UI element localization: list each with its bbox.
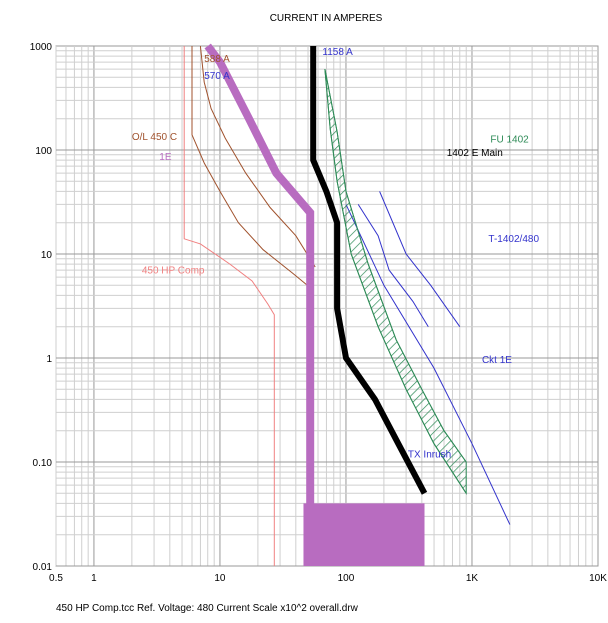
series-1402-e-main bbox=[310, 46, 428, 495]
annotation-label: 570 A bbox=[204, 71, 230, 82]
x-tick-label: 0.5 bbox=[49, 573, 63, 584]
y-tick-label: 1 bbox=[46, 354, 52, 365]
annotation-label: FU 1402 bbox=[490, 135, 529, 146]
series-o-l-450-c-upper bbox=[199, 45, 316, 268]
annotation-label: Ckt 1E bbox=[482, 355, 512, 366]
x-tick-label: 1K bbox=[466, 573, 479, 584]
series-t-1402-480-inner bbox=[357, 204, 429, 327]
annotation-label: 1E bbox=[159, 152, 172, 163]
plot-frame bbox=[55, 45, 599, 567]
grid bbox=[55, 45, 599, 567]
tick-layer: 0.5 1 10 100 1K 10K 1000 100 10 1 0.10 0.01 bbox=[30, 42, 607, 584]
chart-title: CURRENT IN AMPERES bbox=[270, 13, 383, 24]
series-450-hp-comp bbox=[183, 46, 275, 566]
series-1e bbox=[204, 43, 315, 566]
y-tick-label: 0.10 bbox=[33, 458, 53, 469]
series-layer bbox=[183, 43, 511, 566]
annotation-label: 1402 E Main bbox=[447, 148, 503, 159]
series-o-l-450-c bbox=[191, 46, 314, 291]
annotation-label: 1158 A bbox=[322, 47, 353, 58]
y-tick-label: 1000 bbox=[30, 42, 53, 53]
x-tick-label: 10 bbox=[214, 573, 226, 584]
x-tick-label: 10K bbox=[589, 573, 607, 584]
annotation-label: TX Inrush bbox=[408, 450, 451, 461]
series-ckt-1e bbox=[345, 204, 511, 525]
y-tick-label: 0.01 bbox=[33, 562, 53, 573]
fu-1402-band bbox=[324, 69, 467, 495]
y-tick-label: 10 bbox=[41, 250, 53, 261]
annotation-label: 588 A bbox=[204, 54, 230, 65]
annotation-label: T-1402/480 bbox=[488, 234, 539, 245]
chart-footer: 450 HP Comp.tcc Ref. Voltage: 480 Curren… bbox=[56, 603, 359, 614]
annotation-layer: 1158 A 588 A 570 A O/L 450 C 1E 450 HP Comp FU… bbox=[132, 47, 540, 461]
x-tick-label: 1 bbox=[91, 573, 97, 584]
series-1e-trip bbox=[303, 503, 425, 566]
annotation-label: O/L 450 C bbox=[132, 132, 177, 143]
series-t-1402-480 bbox=[379, 191, 461, 327]
y-tick-label: 100 bbox=[35, 146, 52, 157]
x-tick-label: 100 bbox=[338, 573, 355, 584]
annotation-label: 450 HP Comp bbox=[142, 265, 205, 276]
